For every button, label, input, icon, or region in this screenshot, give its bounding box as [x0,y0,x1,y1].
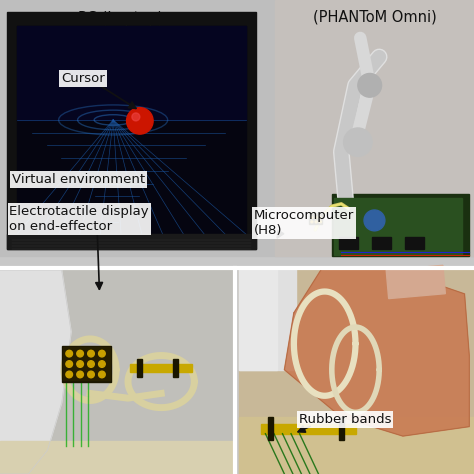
Circle shape [88,371,94,378]
Bar [239,417,474,474]
Bar [17,26,246,120]
Polygon shape [284,268,469,436]
Circle shape [311,217,313,219]
Bar [261,424,356,434]
Bar [137,359,142,377]
Circle shape [99,371,105,378]
Text: Virtual environment: Virtual environment [12,173,145,186]
Circle shape [319,221,321,223]
Circle shape [88,361,94,367]
Circle shape [66,371,73,378]
Text: Cursor: Cursor [61,72,105,85]
Circle shape [77,350,83,357]
Bar [339,237,358,249]
Bar [239,268,474,474]
Bar [173,359,178,377]
Text: (PHANToM Omni): (PHANToM Omni) [312,9,437,24]
Bar [130,364,192,372]
Circle shape [311,221,313,223]
Bar [239,268,296,370]
Bar [0,0,474,256]
Circle shape [88,350,94,357]
Circle shape [319,217,321,219]
Bar [0,268,235,474]
Bar [372,237,391,249]
Bar [62,346,111,382]
Circle shape [315,217,317,219]
Bar [339,417,344,440]
Bar [268,417,273,440]
Bar [386,265,446,299]
Circle shape [132,113,140,121]
Circle shape [77,361,83,367]
Circle shape [99,361,105,367]
Text: Microcomputer
(H8): Microcomputer (H8) [254,209,354,237]
Circle shape [77,371,83,378]
Bar [239,268,277,370]
Text: PC (Laptop): PC (Laptop) [78,10,164,26]
Text: Electrotactile display
on end-effector: Electrotactile display on end-effector [9,205,149,234]
Ellipse shape [344,213,415,246]
Bar [332,194,469,256]
Bar [309,213,322,224]
Circle shape [315,221,317,223]
Bar [63,347,110,380]
Bar [7,12,256,249]
Circle shape [344,128,372,156]
Bar [0,441,235,474]
Circle shape [99,350,105,357]
Bar [334,198,462,255]
Circle shape [127,108,153,134]
Text: Rubber bands: Rubber bands [299,413,391,426]
Circle shape [358,73,382,97]
Bar [17,26,246,235]
Bar [405,237,424,249]
Circle shape [364,210,385,231]
Bar [275,0,474,256]
Circle shape [66,350,73,357]
Polygon shape [0,270,71,474]
Bar [7,234,256,249]
Circle shape [66,361,73,367]
